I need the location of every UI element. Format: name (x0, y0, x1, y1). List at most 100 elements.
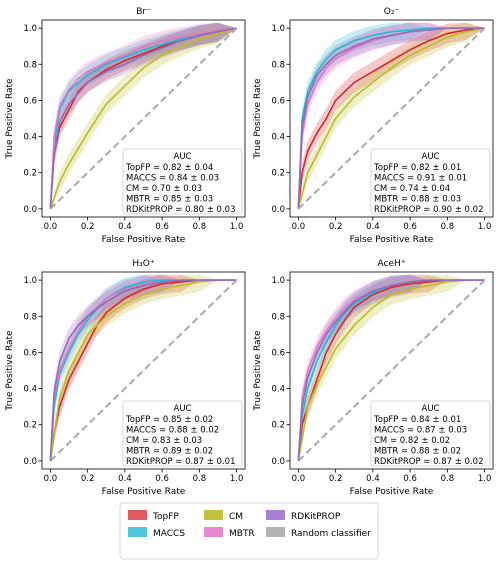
y-tick-label: 0.6 (23, 348, 37, 358)
subplot-1: Br⁻ 0.0 0.0 0.2 0.2 0.4 0.4 0.6 0.6 0.8 0.8 1.0 1.0 F… (5, 7, 246, 245)
x-tick-label: 0.2 (81, 222, 95, 232)
auc-line: CM = 0.82 ± 0.02 (374, 436, 450, 446)
axes-frame (41, 271, 246, 470)
y-tick-label: 0.4 (23, 133, 37, 143)
y-tick-label: 0.2 (23, 421, 37, 431)
x-tick-label: 0.6 (155, 222, 169, 232)
plot-area (49, 274, 238, 462)
y-tick-label: 1.0 (271, 276, 285, 286)
y-tick-label: 0.0 (271, 457, 285, 467)
x-tick-label: 0.2 (329, 222, 343, 232)
axes-frame (41, 19, 246, 218)
x-tick-label: 0.4 (366, 474, 380, 484)
x-tick-label: 1.0 (478, 222, 492, 232)
y-tick-label: 0.6 (271, 96, 285, 106)
subplot-title: Br⁻ (136, 7, 151, 17)
y-tick-label: 0.4 (271, 385, 285, 395)
auc-line: MBTR = 0.89 ± 0.02 (126, 447, 213, 457)
x-axis-label: False Positive Rate (102, 235, 186, 245)
y-tick-label: 0.6 (271, 348, 285, 358)
auc-box (370, 400, 491, 467)
series-line-rdkitprop (49, 27, 237, 209)
y-axis-label: True Positive Rate (253, 78, 263, 160)
auc-line: TopFP = 0.82 ± 0.01 (373, 163, 461, 173)
auc-line: RDKitPROP = 0.90 ± 0.02 (374, 205, 483, 215)
legend-swatch-rdkitprop (266, 510, 285, 520)
y-tick-label: 0.0 (271, 205, 285, 215)
auc-box (122, 400, 243, 467)
band-cm (50, 274, 237, 461)
plot-area (297, 22, 486, 210)
legend-swatch-topfp (128, 510, 147, 520)
auc-line: MACCS = 0.87 ± 0.03 (374, 426, 467, 436)
series-line-rdkitprop (49, 279, 237, 461)
subplot-title: O₂⁻ (384, 7, 400, 17)
auc-line: RDKitPROP = 0.87 ± 0.01 (126, 457, 235, 467)
y-tick-label: 0.0 (23, 457, 37, 467)
x-tick-label: 0.6 (155, 474, 169, 484)
x-tick-label: 0.8 (193, 474, 207, 484)
y-tick-label: 0.8 (23, 60, 37, 70)
x-tick-label: 0.0 (44, 474, 58, 484)
legend-label: MACCS (153, 529, 185, 539)
band-cm (50, 23, 237, 209)
x-tick-label: 1.0 (478, 474, 492, 484)
axes-frame (289, 271, 494, 470)
subplot-3: H₃O⁺ 0.0 0.0 0.2 0.2 0.4 0.4 0.6 0.6 0.8 0.8 1.0 1.0… (5, 259, 246, 497)
auc-line: RDKitPROP = 0.87 ± 0.02 (374, 457, 483, 467)
auc-line: TopFP = 0.84 ± 0.01 (373, 415, 461, 425)
auc-line: MBTR = 0.85 ± 0.03 (126, 195, 213, 205)
x-tick-label: 0.0 (292, 222, 306, 232)
x-tick-label: 0.4 (366, 222, 380, 232)
x-tick-label: 0.2 (81, 474, 95, 484)
y-tick-label: 0.8 (271, 312, 285, 322)
series-line-rdkitprop (297, 27, 485, 209)
series-line-topfp (297, 27, 485, 209)
auc-line: MACCS = 0.91 ± 0.01 (374, 174, 467, 184)
auc-box (122, 148, 243, 215)
x-tick-label: 1.0 (230, 222, 244, 232)
x-tick-label: 0.4 (118, 474, 132, 484)
auc-line: MACCS = 0.88 ± 0.02 (126, 426, 219, 436)
series-line-cm (49, 279, 237, 461)
series-line-mbtr (49, 27, 237, 209)
series-line-cm (297, 279, 485, 462)
plot-area (49, 22, 238, 210)
x-tick-label: 0.8 (441, 222, 455, 232)
subplot-4: AceH⁺ 0.0 0.0 0.2 0.2 0.4 0.4 0.6 0.6 0.8 0.8 1.0 1.… (253, 259, 494, 497)
series-line-cm (297, 27, 485, 210)
x-tick-label: 0.4 (118, 222, 132, 232)
subplot-title: H₃O⁺ (132, 259, 154, 269)
legend-label: Random classifier (291, 529, 371, 539)
y-tick-label: 0.8 (23, 312, 37, 322)
legend: TopFP CM RDKitPROP MACCS MBTR Random classifi… (119, 502, 379, 560)
auc-line: TopFP = 0.85 ± 0.02 (125, 415, 213, 425)
x-tick-label: 0.6 (403, 474, 417, 484)
y-tick-label: 1.0 (23, 24, 37, 34)
y-tick-label: 0.4 (23, 385, 37, 395)
series-line-rdkitprop (297, 279, 485, 461)
y-axis-label: True Positive Rate (253, 330, 263, 412)
legend-swatch-mbtr (204, 527, 223, 537)
y-tick-label: 0.6 (23, 96, 37, 106)
y-tick-label: 1.0 (271, 24, 285, 34)
y-tick-label: 0.8 (271, 60, 285, 70)
y-tick-label: 0.2 (271, 421, 285, 431)
auc-header: AUC (174, 152, 192, 162)
auc-line: RDKitPROP = 0.80 ± 0.03 (126, 205, 235, 215)
plot-area (297, 274, 486, 462)
legend-label: TopFP (152, 512, 179, 522)
x-tick-label: 0.8 (441, 474, 455, 484)
auc-line: TopFP = 0.82 ± 0.04 (125, 163, 213, 173)
legend-label: RDKitPROP (291, 512, 341, 522)
subplot-title: AceH⁺ (377, 259, 405, 269)
auc-line: CM = 0.74 ± 0.04 (374, 184, 450, 194)
y-axis-label: True Positive Rate (5, 78, 15, 160)
auc-header: AUC (174, 404, 192, 414)
y-tick-label: 0.4 (271, 133, 285, 143)
auc-line: CM = 0.83 ± 0.03 (126, 436, 202, 446)
axes-frame (289, 19, 494, 218)
x-tick-label: 0.0 (292, 474, 306, 484)
legend-swatch-cm (204, 510, 223, 520)
